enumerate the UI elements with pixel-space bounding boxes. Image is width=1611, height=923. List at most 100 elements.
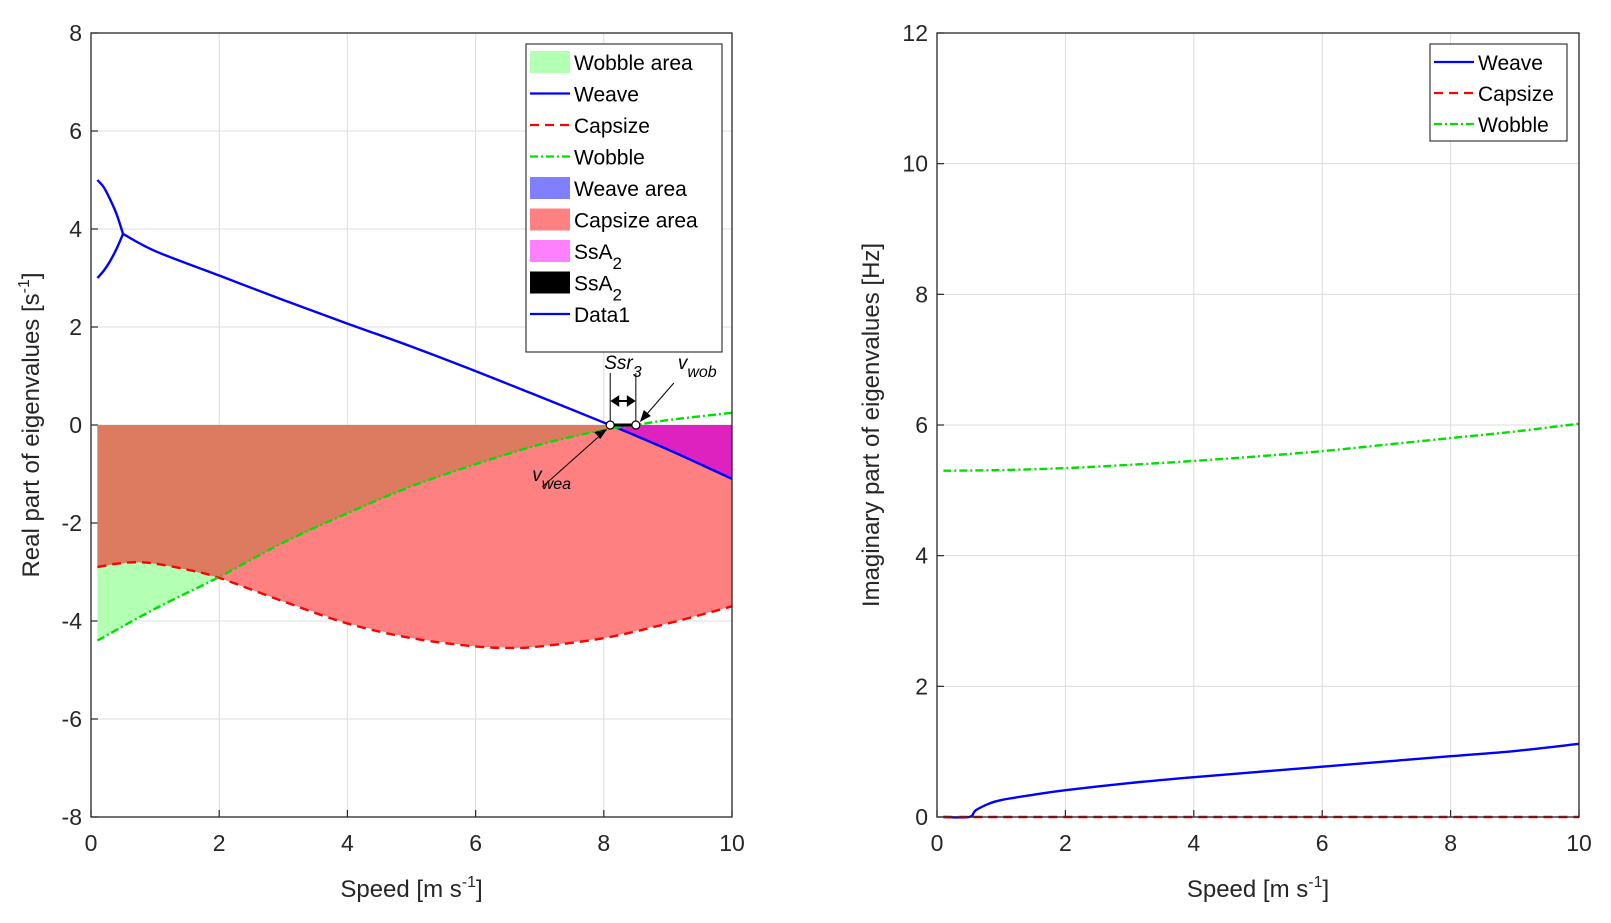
- legend-label: Weave: [574, 84, 639, 107]
- y-tick-label: 8: [69, 20, 82, 46]
- legend-label-text: Capsize: [574, 115, 650, 138]
- y-tick-label: 0: [915, 804, 928, 830]
- legend-swatch: [530, 51, 570, 73]
- legend-item: Capsize area: [530, 208, 698, 233]
- y-tick-label: 8: [915, 281, 928, 307]
- x-tick-label: 0: [931, 830, 944, 856]
- v-wea-sub: wea: [542, 476, 571, 493]
- x-tick-label: 8: [597, 830, 610, 856]
- capsize-wobble-overlap-area: [97, 425, 636, 578]
- ssr3-main: Ssr: [604, 353, 633, 374]
- legend-label: Capsize: [1478, 83, 1554, 106]
- series-capsize: [97, 561, 733, 650]
- legend-label: SsA2: [574, 273, 622, 305]
- legend-item: Weave: [530, 84, 639, 107]
- x-tick-label: 8: [1444, 830, 1457, 856]
- legend-label-text: SsA: [574, 241, 613, 264]
- series-weave-lower-branch: [96, 233, 125, 279]
- legend-item: Wobble: [1434, 114, 1549, 137]
- x-tick-label: 2: [1059, 830, 1072, 856]
- legend-label-text: Capsize area: [574, 210, 698, 233]
- y-tick-label: 4: [69, 216, 82, 242]
- legend-label-text: Wobble: [574, 147, 645, 170]
- series-lines: [943, 422, 1580, 819]
- y-tick-label: -4: [62, 608, 83, 634]
- legend-label-sub: 2: [613, 286, 622, 305]
- series-wobble: [943, 422, 1580, 472]
- legend-item: SsA2: [530, 240, 622, 273]
- marker-v-wea: [605, 420, 615, 430]
- legend-label-text: Weave area: [574, 178, 687, 201]
- legend-swatch: [530, 271, 570, 294]
- v-wea-arrowhead: [594, 429, 608, 439]
- ssr3-double-arrow: [610, 395, 636, 407]
- y-tick-label: 0: [69, 412, 82, 438]
- x-tick-label: 4: [1187, 830, 1200, 856]
- wobble-area: [97, 562, 213, 641]
- v-wob-main: v: [678, 353, 689, 374]
- y-tick-label: -2: [62, 510, 82, 536]
- legend-label: Capsize area: [574, 210, 698, 233]
- axes-frame: [90, 32, 733, 818]
- legend-label: Wobble: [574, 147, 645, 170]
- legend-swatch: [530, 177, 570, 199]
- tick-labels: 0 2 4 6 8 10 0 2 4 6 8 10 12: [902, 20, 1591, 856]
- y-label-sup: -1: [16, 279, 33, 293]
- tick-labels: 0 2 4 6 8 10 -8 -6 -4 -2 0 2 4 6 8: [62, 20, 745, 856]
- legend-label-text: Data1: [574, 304, 630, 327]
- x-label-sup: -1: [462, 874, 476, 891]
- v-wob-sub: wob: [687, 364, 716, 381]
- legend-label-sub: 2: [613, 254, 622, 273]
- legend: Wobble area Weave Capsize Wobble Weave area C…: [525, 43, 723, 353]
- y-tick-label: 2: [915, 673, 928, 699]
- v-wea-arrow: [541, 429, 607, 488]
- y-tick-label: 4: [915, 543, 928, 569]
- v-wea-main: v: [532, 465, 543, 486]
- legend-label: Wobble: [1478, 114, 1549, 137]
- legend-label: Capsize: [574, 115, 650, 138]
- legend-label: Weave: [1478, 52, 1543, 75]
- x-label-main: Speed [m s: [1187, 876, 1308, 903]
- legend-item: Weave: [1434, 52, 1543, 75]
- legend-label-text: SsA: [574, 273, 613, 296]
- imaginary-part-plot: 0 2 4 6 8 10 0 2 4 6 8 10 12 Speed [m s-1] Imaginary…: [858, 20, 1592, 903]
- x-axis-label: Speed [m s-1]: [340, 874, 482, 903]
- x-label-main: Speed [m s: [340, 876, 461, 903]
- y-axis-label: Real part of eigenvalues [s-1]: [16, 272, 45, 577]
- shaded-areas: [97, 425, 732, 648]
- legend-label: Data1: [574, 304, 630, 327]
- legend-label: SsA2: [574, 241, 622, 273]
- legend-label: Wobble area: [574, 52, 693, 75]
- x-tick-label: 10: [719, 830, 745, 856]
- v-wob-label: vwob: [678, 353, 717, 381]
- legend-item: Data1: [530, 304, 630, 327]
- x-tick-label: 10: [1566, 830, 1592, 856]
- y-tick-label: 6: [69, 118, 82, 144]
- ssr3-label: Ssr3: [604, 353, 642, 381]
- legend-item: SsA2: [530, 271, 622, 305]
- x-tick-label: 2: [213, 830, 226, 856]
- y-tick-label: 2: [69, 314, 82, 340]
- legend-label-text: Capsize: [1478, 83, 1554, 106]
- marker-v-wob: [631, 420, 641, 430]
- x-label-end: ]: [1322, 876, 1329, 903]
- legend-item: Wobble area: [530, 51, 693, 75]
- v-wob-arrowhead: [639, 410, 651, 422]
- legend-label: Weave area: [574, 178, 687, 201]
- legend-label-text: Wobble area: [574, 52, 693, 75]
- legend-label-text: Wobble: [1478, 114, 1549, 137]
- grid-lines: [936, 32, 1580, 818]
- y-tick-label: -8: [62, 804, 82, 830]
- legend-label-text: Weave: [574, 84, 639, 107]
- y-axis-label: Imaginary part of eigenvalues [Hz]: [858, 243, 885, 607]
- legend-item: Weave area: [530, 177, 687, 201]
- legend: Weave Capsize Wobble: [1429, 43, 1568, 142]
- x-label-sup: -1: [1308, 874, 1322, 891]
- series-weave: [943, 742, 1580, 819]
- legend-item: Capsize: [1434, 83, 1554, 106]
- y-label-main: Real part of eigenvalues [s: [18, 293, 45, 577]
- x-tick-label: 6: [1316, 830, 1329, 856]
